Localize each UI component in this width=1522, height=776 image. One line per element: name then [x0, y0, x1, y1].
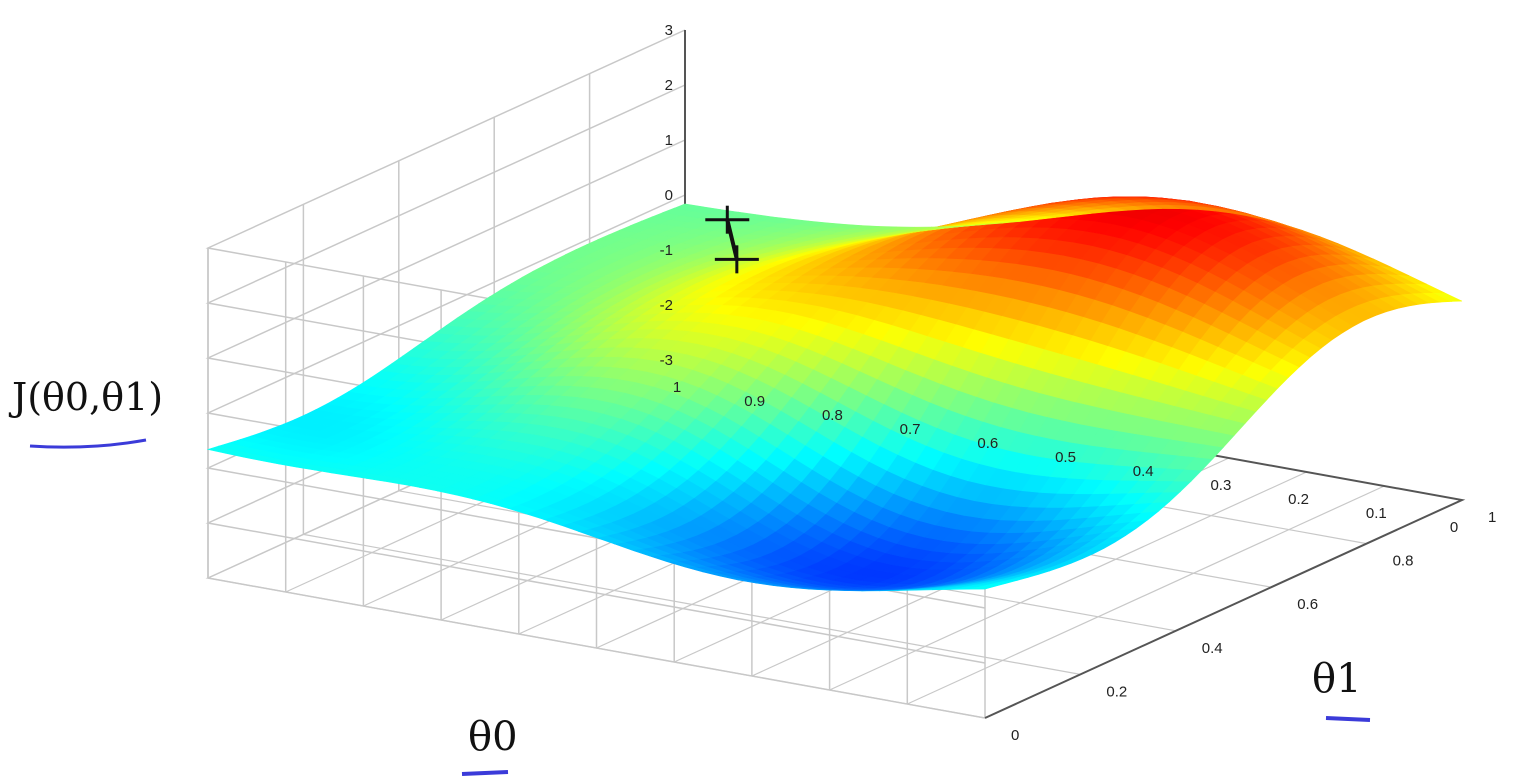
z-axis-label: J(θ0,θ1): [8, 375, 163, 419]
grid-line: [829, 471, 1307, 691]
y-axis-label: θ1: [1312, 656, 1362, 702]
z-tick-label: -2: [660, 297, 673, 314]
y-tick-label: 0: [1011, 727, 1019, 744]
zlabel-underline: [29, 438, 147, 449]
theta1-underline: [1325, 716, 1371, 722]
x-tick-label: 0.7: [900, 421, 921, 438]
z-tick-label: -1: [660, 242, 673, 259]
grid-line: [907, 485, 1385, 705]
grid-line: [303, 533, 1081, 675]
annotation-underlines: [29, 438, 1371, 776]
x-tick-label: 0.8: [822, 407, 843, 424]
z-tick-label: 0: [665, 187, 673, 204]
x-axis-label: θ0: [468, 714, 518, 760]
x-tick-label: 0.2: [1288, 491, 1309, 508]
z-tick-label: 2: [665, 77, 673, 94]
z-tick-label: -3: [660, 352, 673, 369]
y-tick-label: 0.6: [1297, 596, 1318, 613]
x-tick-label: 0.9: [744, 393, 765, 410]
x-tick-label: 1: [673, 379, 681, 396]
grid-line: [207, 577, 986, 719]
descent-path: [705, 205, 759, 274]
y-tick-label: 0.4: [1202, 640, 1223, 657]
x-tick-label: 0.6: [977, 435, 998, 452]
y-tick-label: 0.2: [1106, 683, 1127, 700]
axis-labels: J(θ0,θ1) θ0 θ1: [8, 375, 1362, 760]
surface-patch: [673, 203, 704, 212]
x-tick-label: 0.5: [1055, 449, 1076, 466]
z-tick-label: 3: [665, 22, 673, 39]
x-tick-label: 0.3: [1210, 477, 1231, 494]
x-tick-label: 0: [1450, 519, 1458, 536]
tick-labels: -3 -2 -1 0 1 2 3 0 0.1 0.2 0.3 0.4 0.5 0.6 0.7 0.8 0.9 1 0…: [660, 22, 1497, 744]
surface: [206, 196, 1463, 592]
z-tick-label: 1: [665, 132, 673, 149]
x-tick-label: 0.1: [1366, 505, 1387, 522]
x-tick-label: 0.4: [1133, 463, 1154, 480]
y-tick-label: 1: [1488, 509, 1496, 526]
theta0-underline: [461, 770, 509, 776]
y-tick-label: 0.8: [1393, 553, 1414, 570]
descent-path-line: [725, 219, 739, 260]
